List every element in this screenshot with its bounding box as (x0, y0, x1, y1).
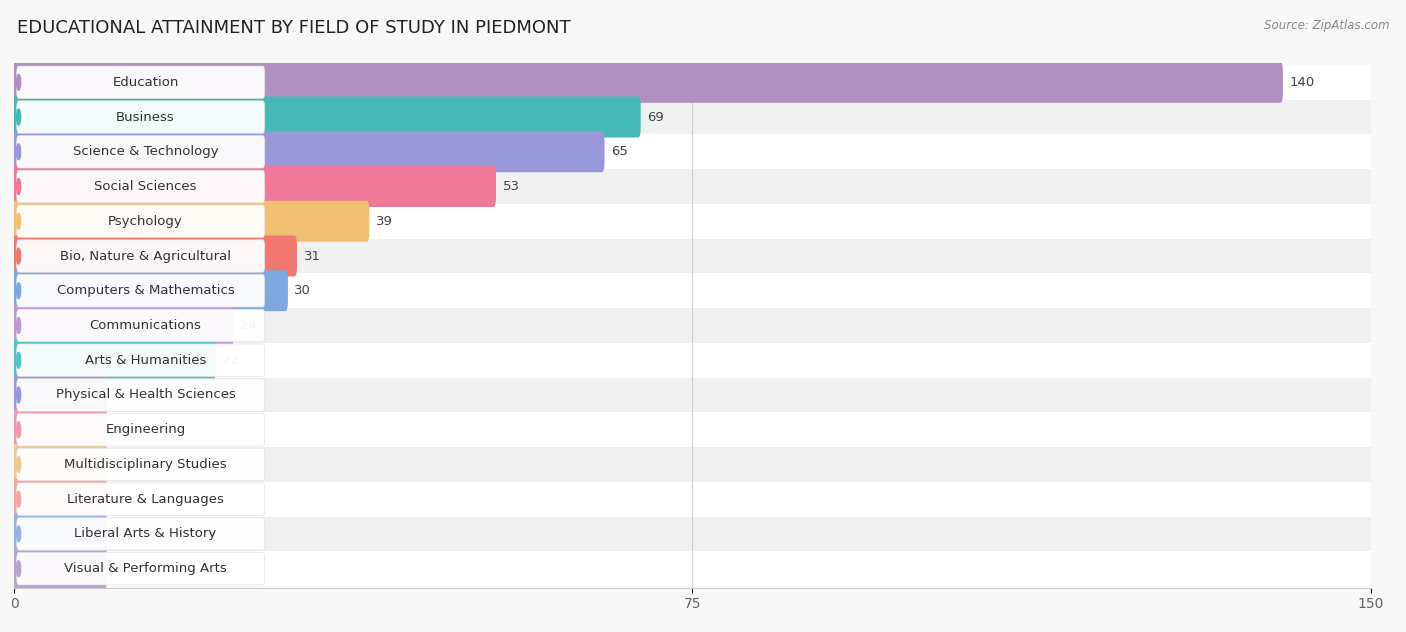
FancyBboxPatch shape (17, 518, 264, 550)
Text: 0: 0 (114, 458, 122, 471)
Bar (14, 343, 1371, 377)
Circle shape (17, 75, 21, 90)
FancyBboxPatch shape (11, 166, 496, 207)
FancyBboxPatch shape (17, 100, 264, 133)
Text: 30: 30 (294, 284, 311, 297)
Circle shape (17, 109, 21, 125)
Text: Communications: Communications (90, 319, 201, 332)
Bar (14, 377, 1371, 412)
FancyBboxPatch shape (17, 240, 264, 272)
Bar (14, 65, 1371, 100)
FancyBboxPatch shape (11, 270, 288, 311)
Text: 0: 0 (114, 528, 122, 540)
Text: 65: 65 (612, 145, 628, 158)
Text: 22: 22 (222, 354, 239, 367)
FancyBboxPatch shape (17, 344, 264, 377)
Text: Literature & Languages: Literature & Languages (67, 493, 224, 506)
Bar (14, 239, 1371, 274)
FancyBboxPatch shape (11, 478, 107, 520)
Text: 0: 0 (114, 493, 122, 506)
Text: Education: Education (112, 76, 179, 89)
Text: 53: 53 (502, 180, 519, 193)
Circle shape (17, 422, 21, 437)
Circle shape (17, 491, 21, 507)
Circle shape (17, 248, 21, 264)
Text: 69: 69 (647, 111, 664, 123)
Circle shape (17, 317, 21, 334)
FancyBboxPatch shape (17, 66, 264, 99)
Text: Engineering: Engineering (105, 423, 186, 436)
FancyBboxPatch shape (11, 444, 107, 485)
FancyBboxPatch shape (17, 552, 264, 585)
Text: 24: 24 (240, 319, 257, 332)
Text: Bio, Nature & Agricultural: Bio, Nature & Agricultural (60, 250, 231, 262)
Text: Psychology: Psychology (108, 215, 183, 228)
Bar (14, 135, 1371, 169)
Bar (14, 204, 1371, 239)
Text: Computers & Mathematics: Computers & Mathematics (56, 284, 235, 297)
FancyBboxPatch shape (17, 135, 264, 168)
Text: Arts & Humanities: Arts & Humanities (84, 354, 207, 367)
Bar (14, 274, 1371, 308)
FancyBboxPatch shape (17, 309, 264, 342)
Bar (14, 551, 1371, 586)
FancyBboxPatch shape (11, 548, 107, 589)
Text: Visual & Performing Arts: Visual & Performing Arts (65, 562, 226, 575)
FancyBboxPatch shape (11, 236, 297, 276)
FancyBboxPatch shape (11, 97, 641, 138)
FancyBboxPatch shape (11, 410, 107, 450)
FancyBboxPatch shape (17, 483, 264, 516)
Bar (14, 447, 1371, 482)
Bar (14, 308, 1371, 343)
Circle shape (17, 179, 21, 195)
FancyBboxPatch shape (17, 205, 264, 238)
Text: EDUCATIONAL ATTAINMENT BY FIELD OF STUDY IN PIEDMONT: EDUCATIONAL ATTAINMENT BY FIELD OF STUDY… (17, 19, 571, 37)
Bar (14, 100, 1371, 135)
Circle shape (17, 561, 21, 576)
FancyBboxPatch shape (11, 513, 107, 554)
FancyBboxPatch shape (17, 448, 264, 481)
FancyBboxPatch shape (11, 305, 233, 346)
FancyBboxPatch shape (11, 131, 605, 173)
FancyBboxPatch shape (17, 413, 264, 446)
Text: Social Sciences: Social Sciences (94, 180, 197, 193)
FancyBboxPatch shape (11, 201, 370, 241)
Text: Source: ZipAtlas.com: Source: ZipAtlas.com (1264, 19, 1389, 32)
Circle shape (17, 456, 21, 472)
FancyBboxPatch shape (11, 340, 215, 380)
Circle shape (17, 144, 21, 160)
Bar (14, 516, 1371, 551)
Text: 0: 0 (114, 562, 122, 575)
Bar (14, 482, 1371, 516)
FancyBboxPatch shape (17, 274, 264, 307)
Bar (14, 169, 1371, 204)
Bar (14, 412, 1371, 447)
Circle shape (17, 214, 21, 229)
Text: Science & Technology: Science & Technology (73, 145, 218, 158)
Text: Multidisciplinary Studies: Multidisciplinary Studies (65, 458, 226, 471)
Text: 140: 140 (1289, 76, 1315, 89)
Text: Liberal Arts & History: Liberal Arts & History (75, 528, 217, 540)
Text: 31: 31 (304, 250, 321, 262)
Text: 0: 0 (114, 423, 122, 436)
FancyBboxPatch shape (11, 62, 1282, 103)
Circle shape (17, 387, 21, 403)
Circle shape (17, 352, 21, 368)
FancyBboxPatch shape (11, 375, 107, 415)
Text: 0: 0 (114, 389, 122, 401)
Circle shape (17, 283, 21, 299)
Circle shape (17, 526, 21, 542)
FancyBboxPatch shape (17, 170, 264, 203)
Text: 39: 39 (375, 215, 392, 228)
Text: Business: Business (117, 111, 174, 123)
Text: Physical & Health Sciences: Physical & Health Sciences (56, 389, 236, 401)
FancyBboxPatch shape (17, 379, 264, 411)
